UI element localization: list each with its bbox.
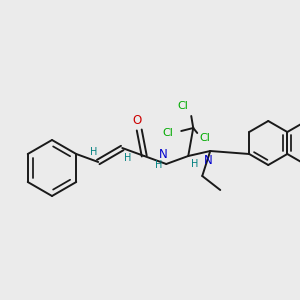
Text: H: H [90,147,97,157]
Text: H: H [154,160,162,170]
Text: N: N [204,154,213,166]
Text: O: O [133,115,142,128]
Text: Cl: Cl [163,128,174,138]
Text: H: H [124,153,131,163]
Text: H: H [190,159,198,169]
Text: Cl: Cl [200,133,211,143]
Text: Cl: Cl [178,101,189,111]
Text: N: N [159,148,168,160]
